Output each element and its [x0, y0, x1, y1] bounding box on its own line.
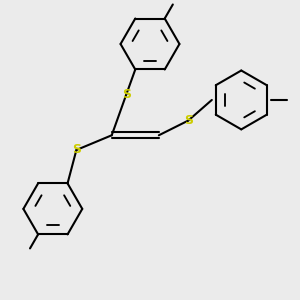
Text: S: S: [72, 143, 81, 157]
Text: S: S: [122, 88, 131, 100]
Text: S: S: [184, 114, 193, 127]
